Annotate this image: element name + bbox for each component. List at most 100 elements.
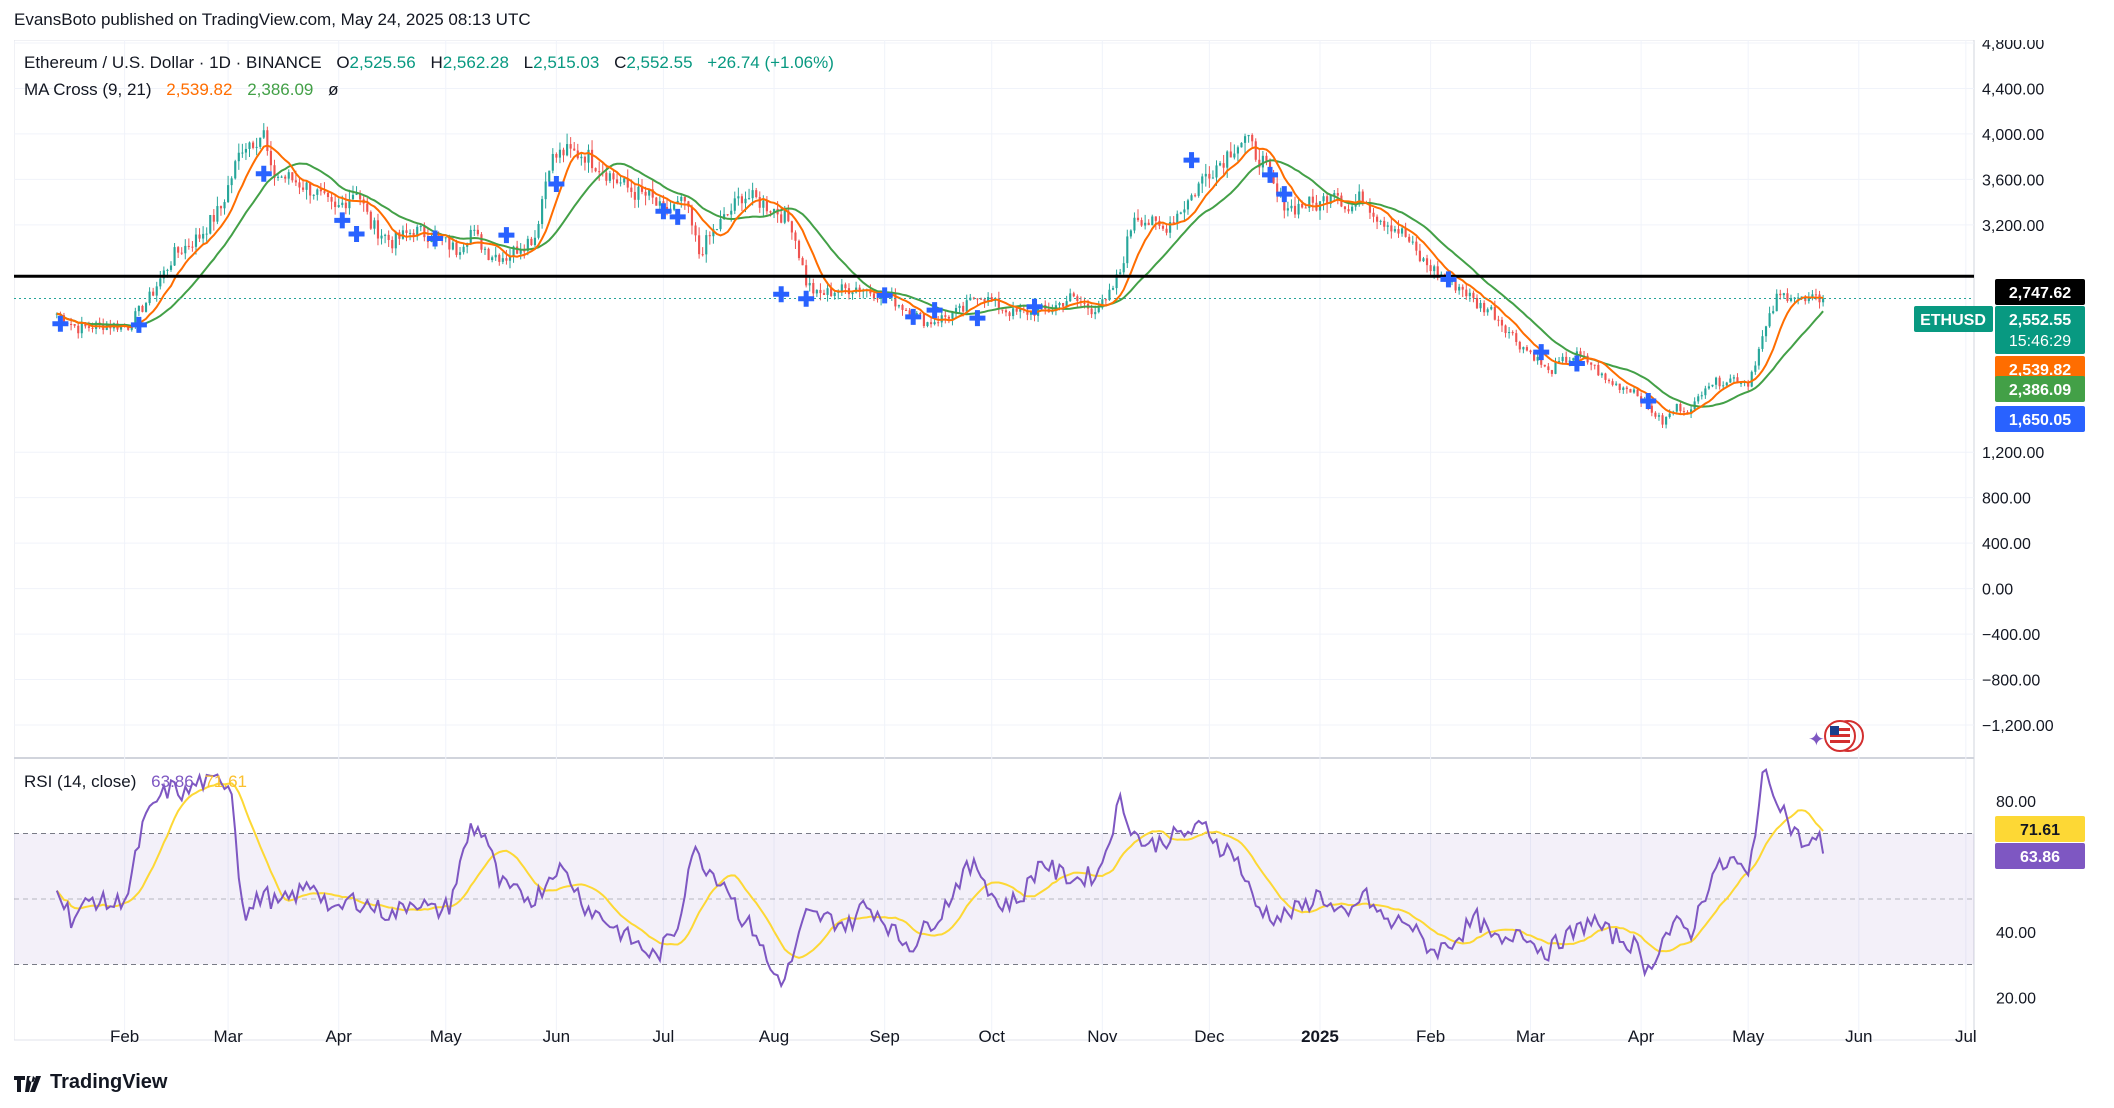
us-flag-icon[interactable]: ✦ bbox=[1808, 720, 1864, 752]
candle-body bbox=[241, 152, 244, 154]
candle-body bbox=[694, 225, 697, 236]
candle-body bbox=[1183, 209, 1186, 213]
candle-body bbox=[119, 324, 123, 330]
candle-body bbox=[758, 197, 761, 208]
ma-legend[interactable]: MA Cross (9, 21) 2,539.82 2,386.09 ø bbox=[24, 80, 339, 99]
candle-body bbox=[1540, 356, 1543, 365]
rsi-legend[interactable]: RSI (14, close) 63.86 71.61 bbox=[24, 772, 247, 791]
time-tick: May bbox=[430, 1027, 463, 1046]
candle-body bbox=[73, 324, 76, 326]
candle-body bbox=[1308, 196, 1311, 208]
candle-body bbox=[1511, 332, 1514, 334]
price-tick: 4,800.00 bbox=[1982, 40, 2044, 53]
time-tick: Jun bbox=[543, 1027, 570, 1046]
candle-body bbox=[187, 245, 190, 247]
candle-body bbox=[387, 234, 390, 241]
legend-h-label: H bbox=[430, 53, 442, 72]
ma-fast-line bbox=[56, 144, 1824, 416]
tag-slow: 2,386.09 bbox=[1995, 376, 2085, 402]
candle-body bbox=[469, 229, 472, 243]
candle-body bbox=[1061, 303, 1065, 307]
candle-body bbox=[537, 224, 540, 238]
candle-body bbox=[1797, 297, 1800, 299]
candle-body bbox=[1600, 373, 1603, 376]
candle-body bbox=[341, 202, 344, 206]
candle-body bbox=[1240, 142, 1243, 148]
candle-body bbox=[191, 246, 194, 248]
candle-body bbox=[1276, 183, 1279, 196]
candle-body bbox=[580, 156, 583, 159]
candle-body bbox=[1029, 310, 1033, 315]
candle-body bbox=[287, 172, 290, 179]
candle-body bbox=[569, 144, 572, 149]
candle-body bbox=[1811, 294, 1814, 298]
candle-body bbox=[644, 191, 647, 196]
candle-body bbox=[487, 248, 490, 261]
candle-body bbox=[1622, 387, 1625, 390]
candle-body bbox=[1814, 294, 1818, 296]
ma-extra-value: ø bbox=[328, 80, 338, 99]
candle-body bbox=[1732, 377, 1735, 379]
candle-body bbox=[705, 235, 708, 255]
candle-body bbox=[1190, 195, 1193, 201]
candle-body bbox=[1186, 200, 1190, 210]
price-tick: 800.00 bbox=[1982, 491, 2031, 508]
chart-frame[interactable]: 4,800.00 4,400.00 4,000.00 3,600.00 3,200.00… bbox=[13, 36, 2104, 1060]
tradingview-logo[interactable]: TradingView bbox=[14, 1071, 167, 1094]
candle-body bbox=[747, 198, 751, 200]
candle-body bbox=[1129, 230, 1132, 237]
candle-body bbox=[1122, 263, 1125, 273]
legend-low: 2,515.03 bbox=[533, 53, 599, 72]
tag-symbol-text: ETHUSD bbox=[1920, 312, 1986, 329]
candle-body bbox=[726, 214, 729, 216]
candle-body bbox=[951, 312, 954, 319]
candle-body bbox=[1404, 228, 1407, 237]
candle-body bbox=[259, 137, 262, 147]
candle-body bbox=[1008, 312, 1011, 317]
tag-last: 2,552.55 15:46:29 bbox=[1995, 306, 2085, 354]
candle-body bbox=[148, 291, 151, 304]
candle-body bbox=[1408, 236, 1411, 242]
candle-body bbox=[1233, 153, 1236, 158]
legend-c-label: C bbox=[614, 53, 626, 72]
cross-marker-icon bbox=[655, 203, 672, 220]
sparkle-icon: ✦ bbox=[1808, 729, 1825, 751]
chart-svg[interactable]: 4,800.00 4,400.00 4,000.00 3,600.00 3,200.00… bbox=[13, 36, 2104, 1060]
candle-body bbox=[344, 202, 347, 209]
cross-marker-icon bbox=[334, 212, 351, 229]
candle-body bbox=[1144, 222, 1147, 226]
candle-body bbox=[997, 298, 1000, 310]
candle-body bbox=[248, 142, 251, 149]
candle-body bbox=[1504, 325, 1507, 334]
candle-body bbox=[1475, 297, 1479, 309]
candle-body bbox=[819, 289, 822, 294]
candle-body bbox=[1800, 296, 1803, 298]
candle-body bbox=[633, 191, 636, 200]
candle-body bbox=[615, 179, 619, 183]
candle-body bbox=[1736, 377, 1739, 384]
candle-body bbox=[262, 130, 265, 138]
candle-body bbox=[826, 288, 829, 295]
candle-body bbox=[284, 176, 287, 179]
candle-body bbox=[1636, 389, 1639, 397]
candle-body bbox=[419, 226, 422, 228]
candle-body bbox=[1525, 347, 1529, 351]
candle-body bbox=[897, 305, 901, 307]
candle-body bbox=[1229, 151, 1232, 158]
candle-body bbox=[1076, 296, 1079, 302]
candle-body bbox=[1629, 389, 1632, 393]
candle-body bbox=[1757, 348, 1760, 366]
candle-body bbox=[983, 299, 986, 303]
cross-marker-icon bbox=[130, 316, 147, 333]
candle-body bbox=[501, 258, 504, 262]
candle-body bbox=[405, 230, 408, 233]
cross-marker-icon bbox=[1440, 271, 1457, 288]
legend-close: 2,552.55 bbox=[626, 53, 692, 72]
candle-body bbox=[1358, 191, 1361, 203]
candle-body bbox=[1533, 352, 1536, 361]
cross-marker-icon bbox=[669, 208, 686, 225]
candle-body bbox=[294, 180, 297, 183]
tag-countdown-text: 15:46:29 bbox=[2009, 333, 2071, 350]
candle-body bbox=[590, 149, 594, 169]
candle-body bbox=[1293, 205, 1297, 215]
